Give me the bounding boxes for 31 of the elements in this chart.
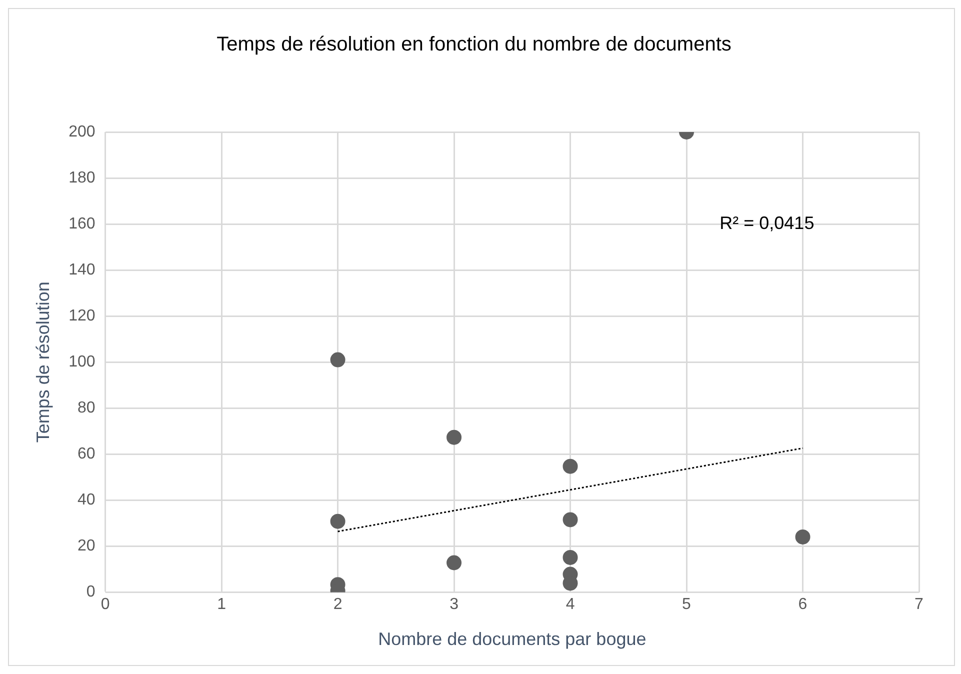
y-tick-label: 80 [78, 400, 96, 417]
point [446, 555, 462, 570]
y-tick-label: 160 [68, 215, 96, 232]
chart-title: Temps de résolution en fonction du nombre de documents [216, 34, 732, 56]
annotation: R² = 0,0415 [720, 213, 814, 234]
x-tick-label: 3 [450, 596, 459, 614]
y-axis-title: Temps de résolution [32, 282, 53, 443]
y-tick-label: 120 [68, 307, 96, 324]
y-tick-label: 140 [68, 261, 96, 278]
x-tick-label: 1 [217, 596, 226, 614]
point [562, 512, 578, 528]
x-tick-label: 4 [566, 596, 575, 614]
point [330, 514, 346, 529]
y-tick-label: 60 [78, 446, 96, 463]
y-tick-label: 180 [68, 169, 96, 186]
point [330, 352, 346, 368]
x-tick-label: 2 [333, 596, 342, 614]
x-axis-title: Nombre de documents par bogue [378, 629, 646, 650]
y-tick-label: 0 [86, 584, 96, 601]
y-tick-label: 20 [78, 538, 96, 555]
y-tick-label: 100 [68, 354, 96, 371]
point [562, 458, 578, 474]
x-tick-label: 7 [914, 596, 924, 614]
point [446, 430, 462, 445]
y-tick-label: 40 [78, 492, 96, 509]
x-tick-label: 5 [682, 596, 692, 614]
y-tick-label: 200 [68, 123, 96, 140]
point [562, 550, 578, 565]
x-tick-label: 6 [798, 596, 808, 614]
point [795, 529, 810, 544]
x-tick-label: 0 [100, 596, 110, 614]
